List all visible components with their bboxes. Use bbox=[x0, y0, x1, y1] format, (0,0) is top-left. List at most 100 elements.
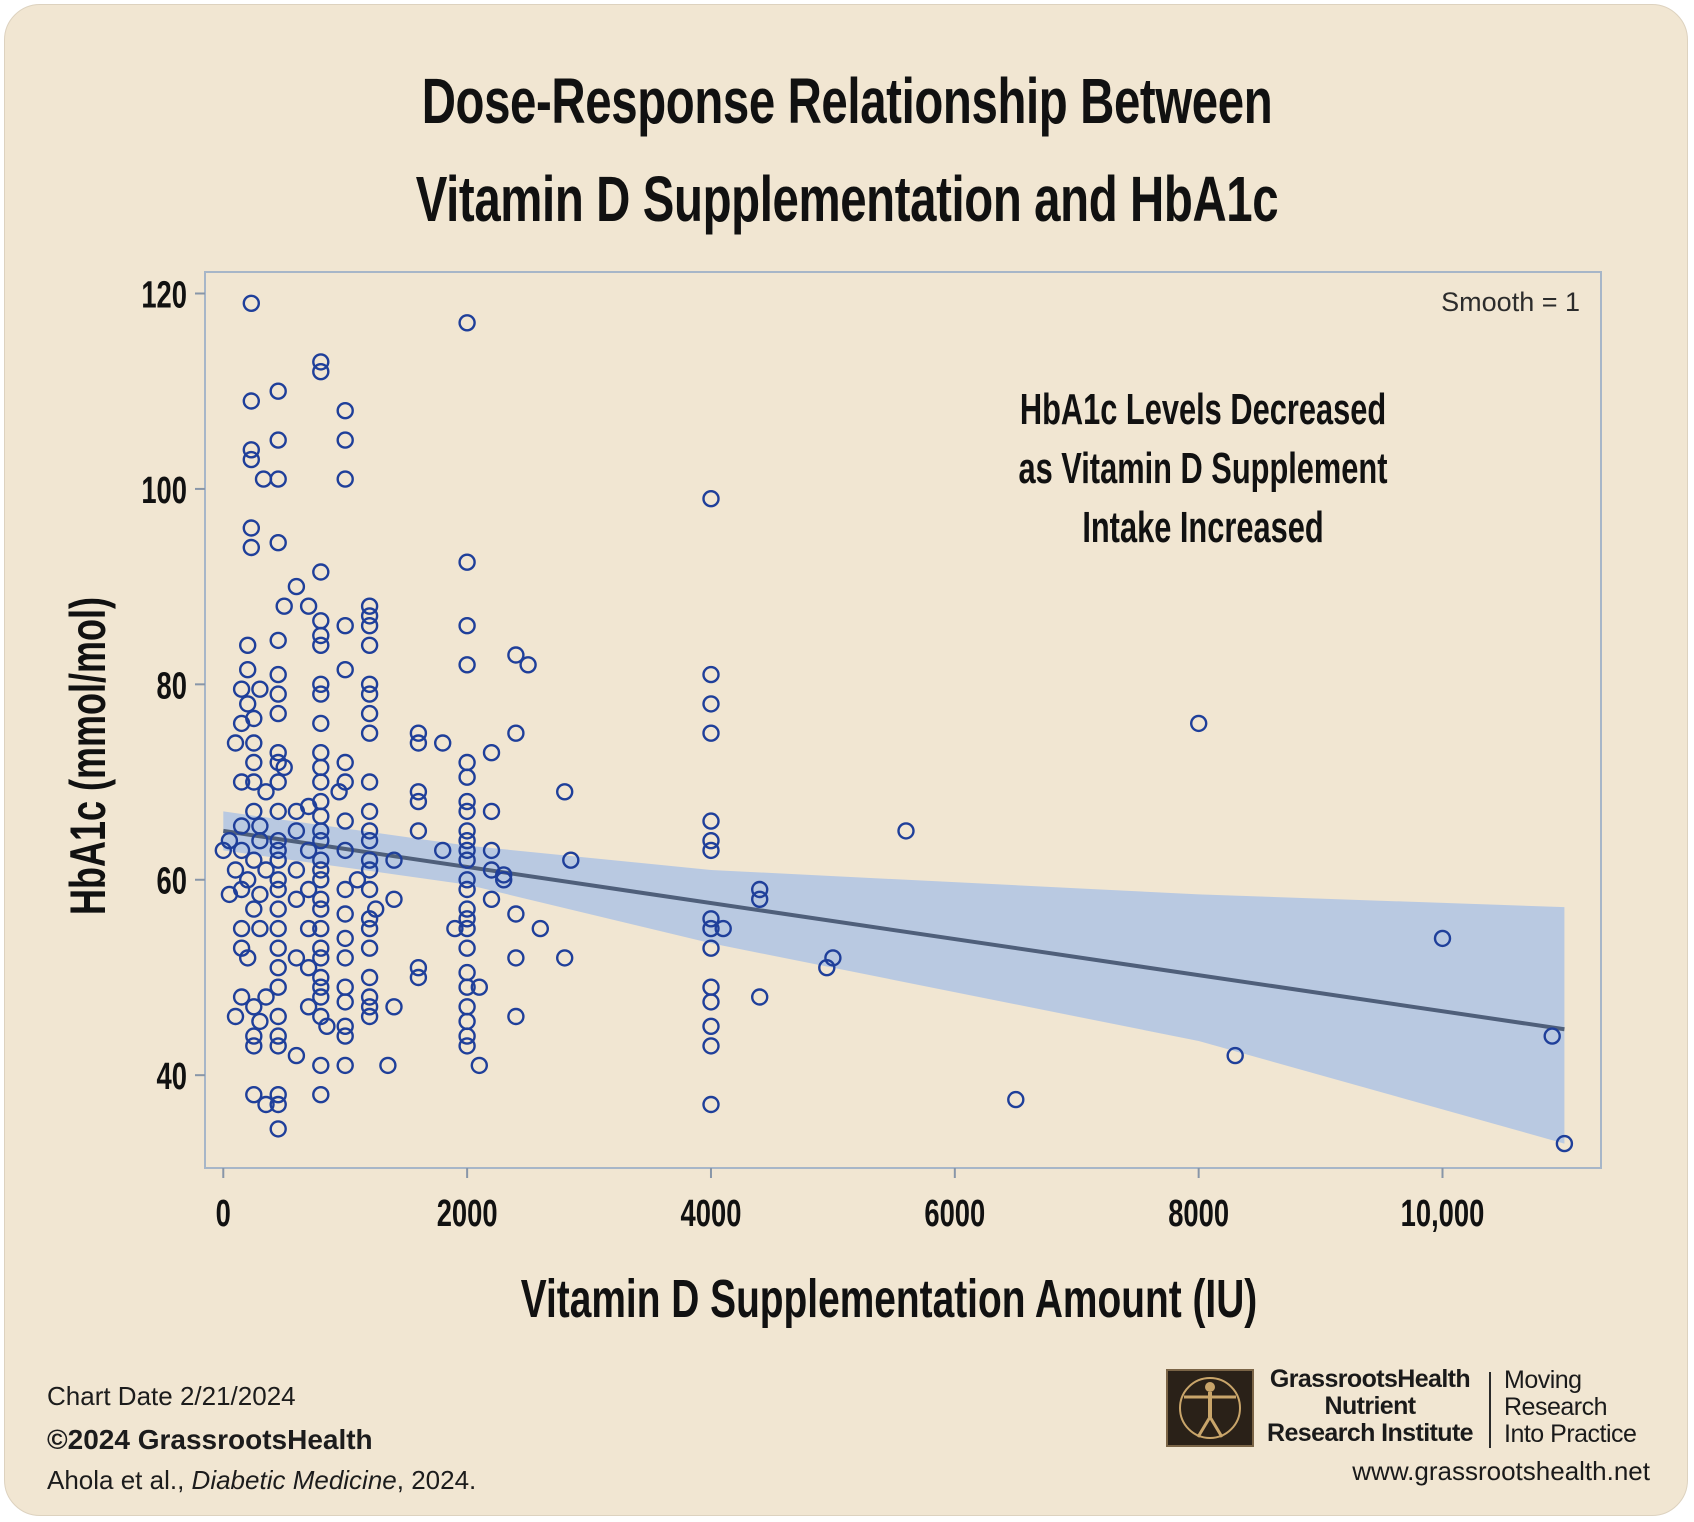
data-point bbox=[458, 851, 476, 869]
data-point bbox=[458, 802, 476, 821]
data-point bbox=[299, 959, 318, 977]
data-point bbox=[269, 470, 287, 488]
data-point bbox=[251, 919, 269, 938]
data-point bbox=[251, 680, 269, 698]
data-point bbox=[702, 832, 720, 850]
x-tick-label: 4000 bbox=[681, 1193, 742, 1235]
data-point bbox=[226, 861, 245, 879]
data-point bbox=[242, 519, 261, 537]
data-point bbox=[482, 744, 501, 762]
data-point bbox=[312, 939, 330, 957]
data-point bbox=[299, 998, 318, 1016]
data-point bbox=[409, 792, 428, 811]
data-point bbox=[751, 988, 769, 1006]
points-layer bbox=[214, 294, 1574, 1153]
citation: Ahola et al., Diabetic Medicine, 2024. bbox=[47, 1460, 476, 1500]
y-tick-label: 100 bbox=[141, 470, 187, 512]
org-line-2: Nutrient bbox=[1324, 1392, 1416, 1420]
data-point bbox=[269, 871, 287, 889]
data-point bbox=[409, 822, 428, 840]
data-point bbox=[458, 1027, 476, 1045]
data-point bbox=[1433, 929, 1452, 948]
data-point bbox=[312, 353, 330, 371]
data-point bbox=[336, 402, 354, 420]
data-point bbox=[562, 851, 580, 869]
data-point bbox=[245, 998, 263, 1016]
data-point bbox=[312, 714, 330, 733]
data-point bbox=[385, 998, 403, 1016]
data-point bbox=[214, 841, 233, 860]
data-point bbox=[269, 431, 287, 449]
data-point bbox=[458, 768, 476, 786]
data-point bbox=[482, 802, 501, 821]
data-point bbox=[336, 470, 354, 488]
data-point bbox=[336, 841, 354, 860]
axes-layer: 0 2000 4000 6000 8000 10,000 40 60 80 100 120 bbox=[141, 274, 1484, 1235]
data-point bbox=[1189, 714, 1208, 733]
data-point bbox=[242, 294, 261, 312]
data-point bbox=[318, 1017, 336, 1036]
data-point bbox=[312, 832, 330, 850]
data-point bbox=[312, 636, 330, 654]
data-point bbox=[360, 1007, 379, 1026]
data-point bbox=[238, 661, 257, 679]
data-point bbox=[1007, 1090, 1025, 1109]
data-point bbox=[409, 734, 428, 752]
x-tick-label: 0 bbox=[216, 1193, 231, 1235]
data-point bbox=[238, 695, 257, 713]
data-point bbox=[299, 880, 318, 899]
y-tick-label: 80 bbox=[157, 665, 187, 707]
data-point bbox=[556, 949, 574, 967]
data-point bbox=[702, 1037, 720, 1055]
data-point bbox=[287, 949, 306, 967]
data-point bbox=[226, 734, 245, 752]
data-point bbox=[702, 910, 720, 928]
data-point bbox=[385, 890, 403, 908]
citation-year: , 2024. bbox=[396, 1465, 477, 1495]
data-point bbox=[336, 905, 354, 923]
data-point bbox=[269, 802, 287, 821]
data-point bbox=[312, 890, 330, 908]
data-point bbox=[238, 949, 257, 967]
data-point bbox=[299, 919, 318, 938]
data-point bbox=[275, 758, 293, 777]
confidence-band-layer bbox=[223, 811, 1565, 1144]
data-point bbox=[251, 1012, 269, 1031]
data-point bbox=[312, 563, 330, 581]
fit-line bbox=[222, 828, 1565, 1032]
data-point bbox=[257, 1095, 275, 1114]
data-point bbox=[312, 919, 330, 938]
data-point bbox=[232, 680, 251, 698]
data-point bbox=[287, 822, 306, 840]
data-point bbox=[232, 919, 251, 938]
citation-journal: Diabetic Medicine bbox=[191, 1465, 397, 1495]
data-point bbox=[269, 1007, 287, 1026]
data-point bbox=[360, 704, 379, 723]
website-link[interactable]: www.grassrootshealth.net bbox=[1352, 1456, 1650, 1486]
data-point bbox=[458, 880, 476, 899]
smooth-label: Smooth = 1 bbox=[1441, 287, 1580, 317]
title-line-2: Vitamin D Supplementation and HbA1c bbox=[415, 163, 1279, 235]
data-point bbox=[751, 890, 769, 908]
data-point bbox=[336, 1027, 354, 1045]
data-point bbox=[336, 993, 354, 1011]
data-point bbox=[242, 392, 261, 410]
data-point bbox=[257, 783, 275, 801]
data-point bbox=[269, 959, 287, 977]
annotation: HbA1c Levels Decreased as Vitamin D Supp… bbox=[1018, 386, 1387, 553]
data-point bbox=[458, 1037, 476, 1055]
vitruvian-logo-icon bbox=[1166, 1369, 1254, 1447]
data-point bbox=[238, 636, 257, 654]
data-point bbox=[897, 822, 915, 840]
data-point bbox=[702, 724, 720, 742]
data-point bbox=[245, 1027, 263, 1045]
tagline: Moving Research Into Practice bbox=[1504, 1367, 1637, 1448]
data-point bbox=[470, 978, 488, 996]
data-point bbox=[360, 802, 379, 821]
data-point bbox=[257, 988, 275, 1006]
data-point bbox=[232, 773, 251, 791]
data-point bbox=[257, 861, 275, 879]
data-point bbox=[269, 841, 287, 860]
data-point bbox=[287, 577, 306, 596]
